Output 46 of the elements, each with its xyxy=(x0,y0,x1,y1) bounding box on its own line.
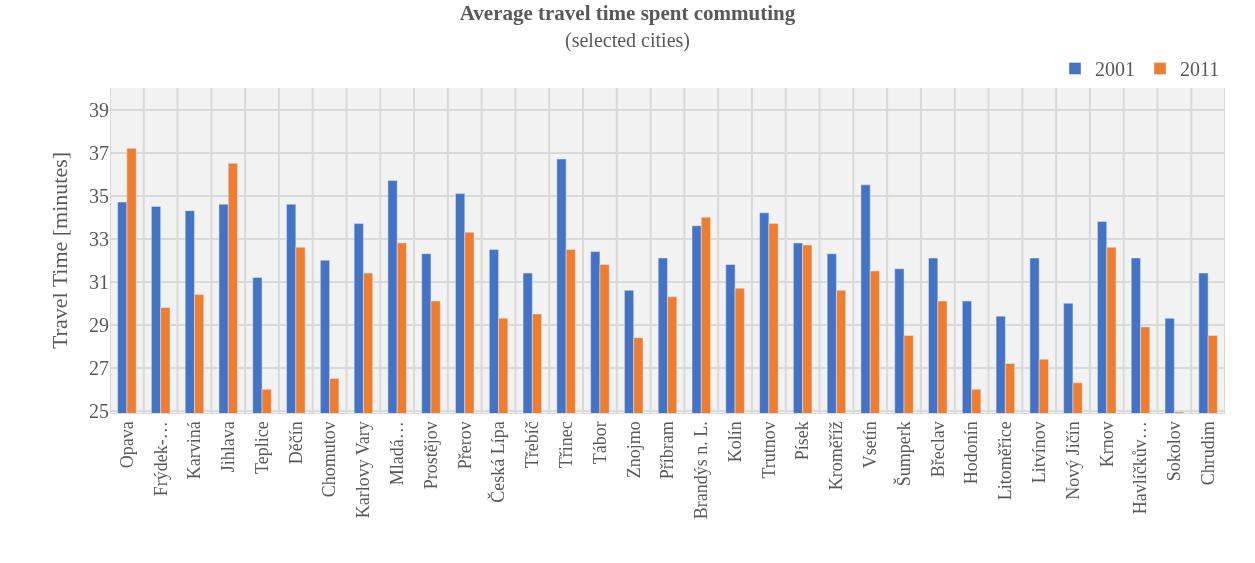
x-tick-label: Vsetín xyxy=(860,421,881,469)
x-tick-label: Karviná xyxy=(184,421,205,480)
x-tick-label: Hodonín xyxy=(961,421,982,485)
y-tick-label: 33 xyxy=(89,227,109,250)
x-tick-label: Šumperk xyxy=(892,421,914,487)
y-tick-label: 37 xyxy=(89,141,109,164)
x-tick-label: Břeclav xyxy=(927,421,948,478)
y-tick-label: 25 xyxy=(89,399,109,422)
x-tick-label: Karlovy Vary xyxy=(353,421,374,519)
y-tick-label: 39 xyxy=(89,98,109,121)
y-tick-label: 29 xyxy=(89,313,109,336)
x-tick-label: Třebíč xyxy=(522,421,543,469)
y-tick-label: 31 xyxy=(89,270,109,293)
x-tick-label: Česká Lípa xyxy=(487,421,509,503)
x-tick-label: Litoměřice xyxy=(995,421,1016,501)
x-tick-label: Brandýs n. L. xyxy=(691,421,712,520)
x-tick-label: Písek xyxy=(792,421,813,461)
x-tick-label: Prostějov xyxy=(420,421,441,490)
chart-title: Average travel time spent commuting xyxy=(459,0,796,25)
x-tick-label: Frýdek-… xyxy=(150,421,171,497)
x-tick-label: Kroměříž xyxy=(826,421,847,491)
x-tick-label: Kolín xyxy=(724,421,745,463)
y-tick-label: 35 xyxy=(89,184,109,207)
x-tick-label: Litvínov xyxy=(1029,421,1050,484)
x-tick-label: Děčín xyxy=(285,421,306,465)
x-tick-label: Chrudim xyxy=(1197,421,1218,486)
x-tick-label: Třinec xyxy=(555,421,576,469)
x-tick-label: Příbram xyxy=(657,421,678,480)
legend-label: 2011 xyxy=(1180,58,1220,81)
y-axis-title: Travel Time [minutes] xyxy=(46,151,72,350)
legend-label: 2001 xyxy=(1095,58,1135,81)
x-tick-label: Chomutov xyxy=(319,421,340,498)
x-tick-label: Havlíčkův… xyxy=(1130,421,1151,515)
x-tick-label: Znojmo xyxy=(623,421,644,479)
x-tick-label: Trutnov xyxy=(758,421,779,479)
chart-subtitle: (selected cities) xyxy=(565,29,690,52)
x-tick-label: Přerov xyxy=(454,421,475,470)
x-tick-label: Teplice xyxy=(251,421,272,474)
x-tick-label: Sokolov xyxy=(1164,421,1185,482)
x-tick-label: Krnov xyxy=(1096,421,1117,468)
x-tick-label: Tábor xyxy=(589,421,610,465)
x-tick-label: Opava xyxy=(116,421,137,469)
y-tick-label: 27 xyxy=(89,356,109,379)
x-tick-label: Nový Jičín xyxy=(1062,421,1083,500)
x-tick-label: Mladá… xyxy=(387,421,408,486)
x-tick-label: Jihlava xyxy=(218,421,239,473)
